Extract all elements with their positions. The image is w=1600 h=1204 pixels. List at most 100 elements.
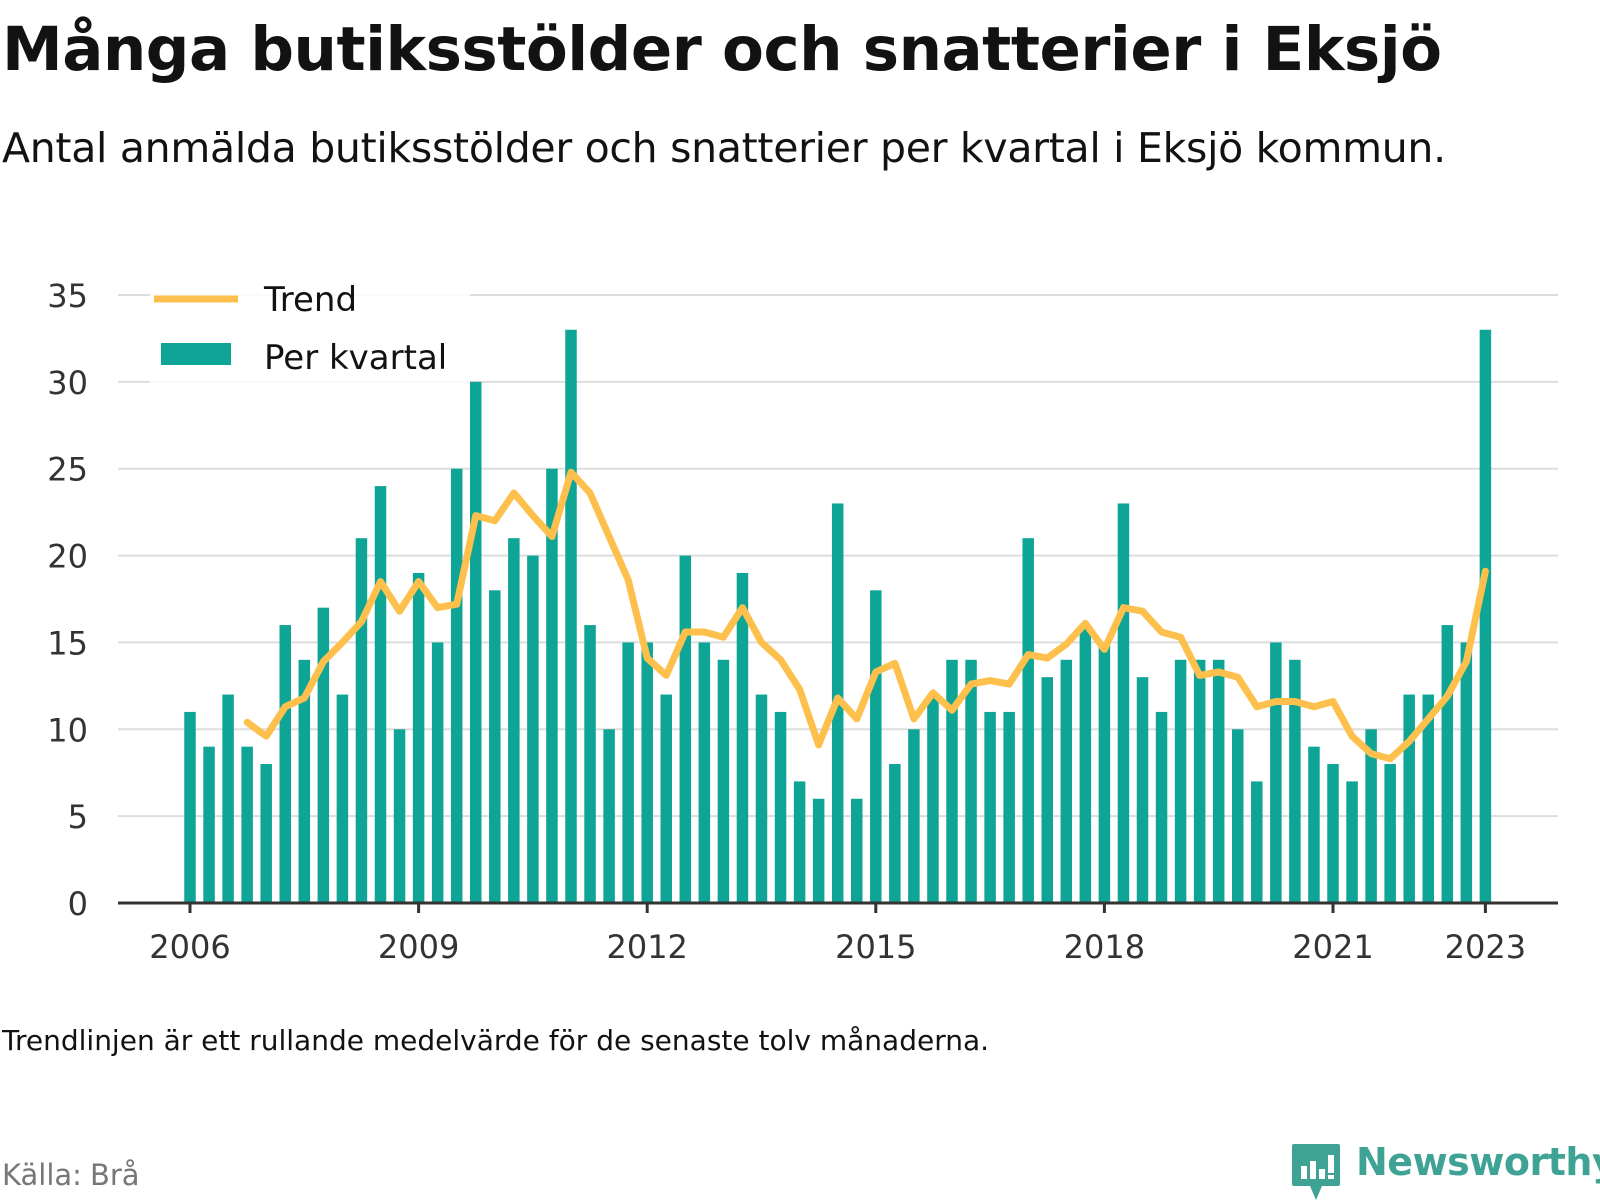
y-tick-label: 10 bbox=[47, 711, 88, 749]
bar bbox=[736, 572, 749, 903]
bar bbox=[1022, 538, 1034, 903]
bar bbox=[965, 659, 977, 903]
bar bbox=[1079, 625, 1092, 903]
y-tick-label: 35 bbox=[47, 277, 88, 315]
x-tick-label: 2021 bbox=[1292, 928, 1373, 966]
bar bbox=[450, 468, 463, 903]
legend-trend-label: Trend bbox=[263, 280, 357, 320]
bar bbox=[1327, 764, 1339, 903]
bar bbox=[222, 694, 234, 903]
bar bbox=[698, 642, 711, 903]
bars bbox=[184, 329, 1492, 903]
y-tick-label: 25 bbox=[47, 451, 88, 489]
chart: 0 5 10 15 20 25 30 35 2006 2009 2012 2015 2018 2021 20… bbox=[47, 274, 1558, 966]
bar bbox=[1003, 711, 1015, 903]
bar bbox=[1098, 642, 1111, 903]
y-tick-label: 0 bbox=[68, 885, 88, 923]
bar bbox=[546, 468, 558, 903]
chart-subtitle: Antal anmälda butiksstölder och snatteri… bbox=[2, 124, 1446, 172]
bar bbox=[241, 746, 253, 903]
x-tick-label: 2023 bbox=[1445, 928, 1526, 966]
y-tick-label: 5 bbox=[68, 798, 88, 836]
bar bbox=[927, 694, 939, 903]
bar bbox=[374, 486, 387, 903]
newsworthy-logo-icon bbox=[1292, 1144, 1340, 1200]
bar bbox=[1212, 659, 1225, 903]
bar bbox=[660, 694, 672, 903]
bar bbox=[1060, 659, 1073, 903]
bar bbox=[489, 590, 501, 903]
bar bbox=[1232, 729, 1244, 903]
source-value: Brå bbox=[89, 1158, 140, 1192]
bar bbox=[984, 711, 996, 903]
bar bbox=[1136, 677, 1149, 903]
x-tick-label: 2009 bbox=[378, 928, 459, 966]
bar bbox=[851, 798, 863, 903]
brand-name: Newsworthy bbox=[1356, 1140, 1600, 1184]
bar bbox=[1041, 677, 1053, 903]
bar bbox=[527, 555, 539, 903]
bar bbox=[812, 798, 825, 903]
bar bbox=[622, 642, 634, 903]
bar bbox=[1441, 625, 1454, 903]
bar bbox=[393, 729, 406, 903]
x-tick-label: 2006 bbox=[149, 928, 230, 966]
bar bbox=[1308, 746, 1320, 903]
bar bbox=[184, 711, 196, 903]
bar bbox=[1117, 503, 1130, 903]
bar bbox=[908, 729, 920, 903]
bar bbox=[336, 694, 349, 903]
bar bbox=[1251, 781, 1263, 903]
trend-line bbox=[243, 468, 1489, 763]
bar bbox=[1365, 729, 1377, 903]
bar bbox=[1155, 711, 1168, 903]
footnote: Trendlinjen är ett rullande medelvärde f… bbox=[2, 1024, 990, 1057]
bar bbox=[1346, 781, 1358, 903]
bar bbox=[1403, 694, 1415, 903]
legend: Trend Per kvartal bbox=[150, 274, 470, 404]
bar bbox=[470, 381, 482, 903]
bar bbox=[431, 642, 444, 903]
bar bbox=[203, 746, 215, 903]
bar bbox=[1479, 329, 1492, 903]
y-tick-label: 30 bbox=[47, 364, 88, 402]
bar bbox=[298, 659, 311, 903]
source-label: Källa: bbox=[2, 1158, 82, 1192]
y-tick-label: 15 bbox=[47, 624, 88, 662]
x-tick-label: 2012 bbox=[606, 928, 687, 966]
bar bbox=[1422, 694, 1434, 903]
legend-bars-swatch bbox=[161, 343, 231, 365]
bar bbox=[755, 694, 768, 903]
bar bbox=[889, 764, 901, 903]
bar bbox=[1270, 642, 1282, 903]
x-tick-label: 2015 bbox=[835, 928, 916, 966]
bar bbox=[1289, 659, 1301, 903]
bar bbox=[717, 659, 730, 903]
bar bbox=[641, 642, 653, 903]
x-tick-label: 2018 bbox=[1064, 928, 1145, 966]
bar bbox=[412, 572, 425, 903]
bar bbox=[317, 607, 330, 903]
bar bbox=[793, 781, 806, 903]
bar bbox=[565, 329, 577, 903]
chart-title: Många butiksstölder och snatterier i Eks… bbox=[2, 14, 1442, 85]
bar bbox=[279, 625, 291, 903]
trend-line-layer bbox=[243, 468, 1489, 763]
bar bbox=[584, 625, 596, 903]
bar bbox=[1174, 659, 1187, 903]
bar bbox=[1193, 659, 1206, 903]
legend-bars-label: Per kvartal bbox=[264, 338, 447, 378]
y-tick-label: 20 bbox=[47, 538, 88, 576]
bar bbox=[774, 711, 787, 903]
source: Källa: Brå bbox=[2, 1158, 140, 1192]
bar bbox=[260, 764, 272, 903]
bar bbox=[355, 538, 368, 903]
bar bbox=[508, 538, 520, 903]
brand-logo[interactable]: Newsworthy bbox=[1290, 1140, 1600, 1200]
axes: 0 5 10 15 20 25 30 35 2006 2009 2012 2015 2018 2021 20… bbox=[47, 277, 1558, 966]
bar bbox=[1460, 642, 1473, 903]
bar bbox=[870, 590, 882, 903]
bar bbox=[1384, 764, 1396, 903]
bar bbox=[946, 659, 958, 903]
bar bbox=[603, 729, 615, 903]
